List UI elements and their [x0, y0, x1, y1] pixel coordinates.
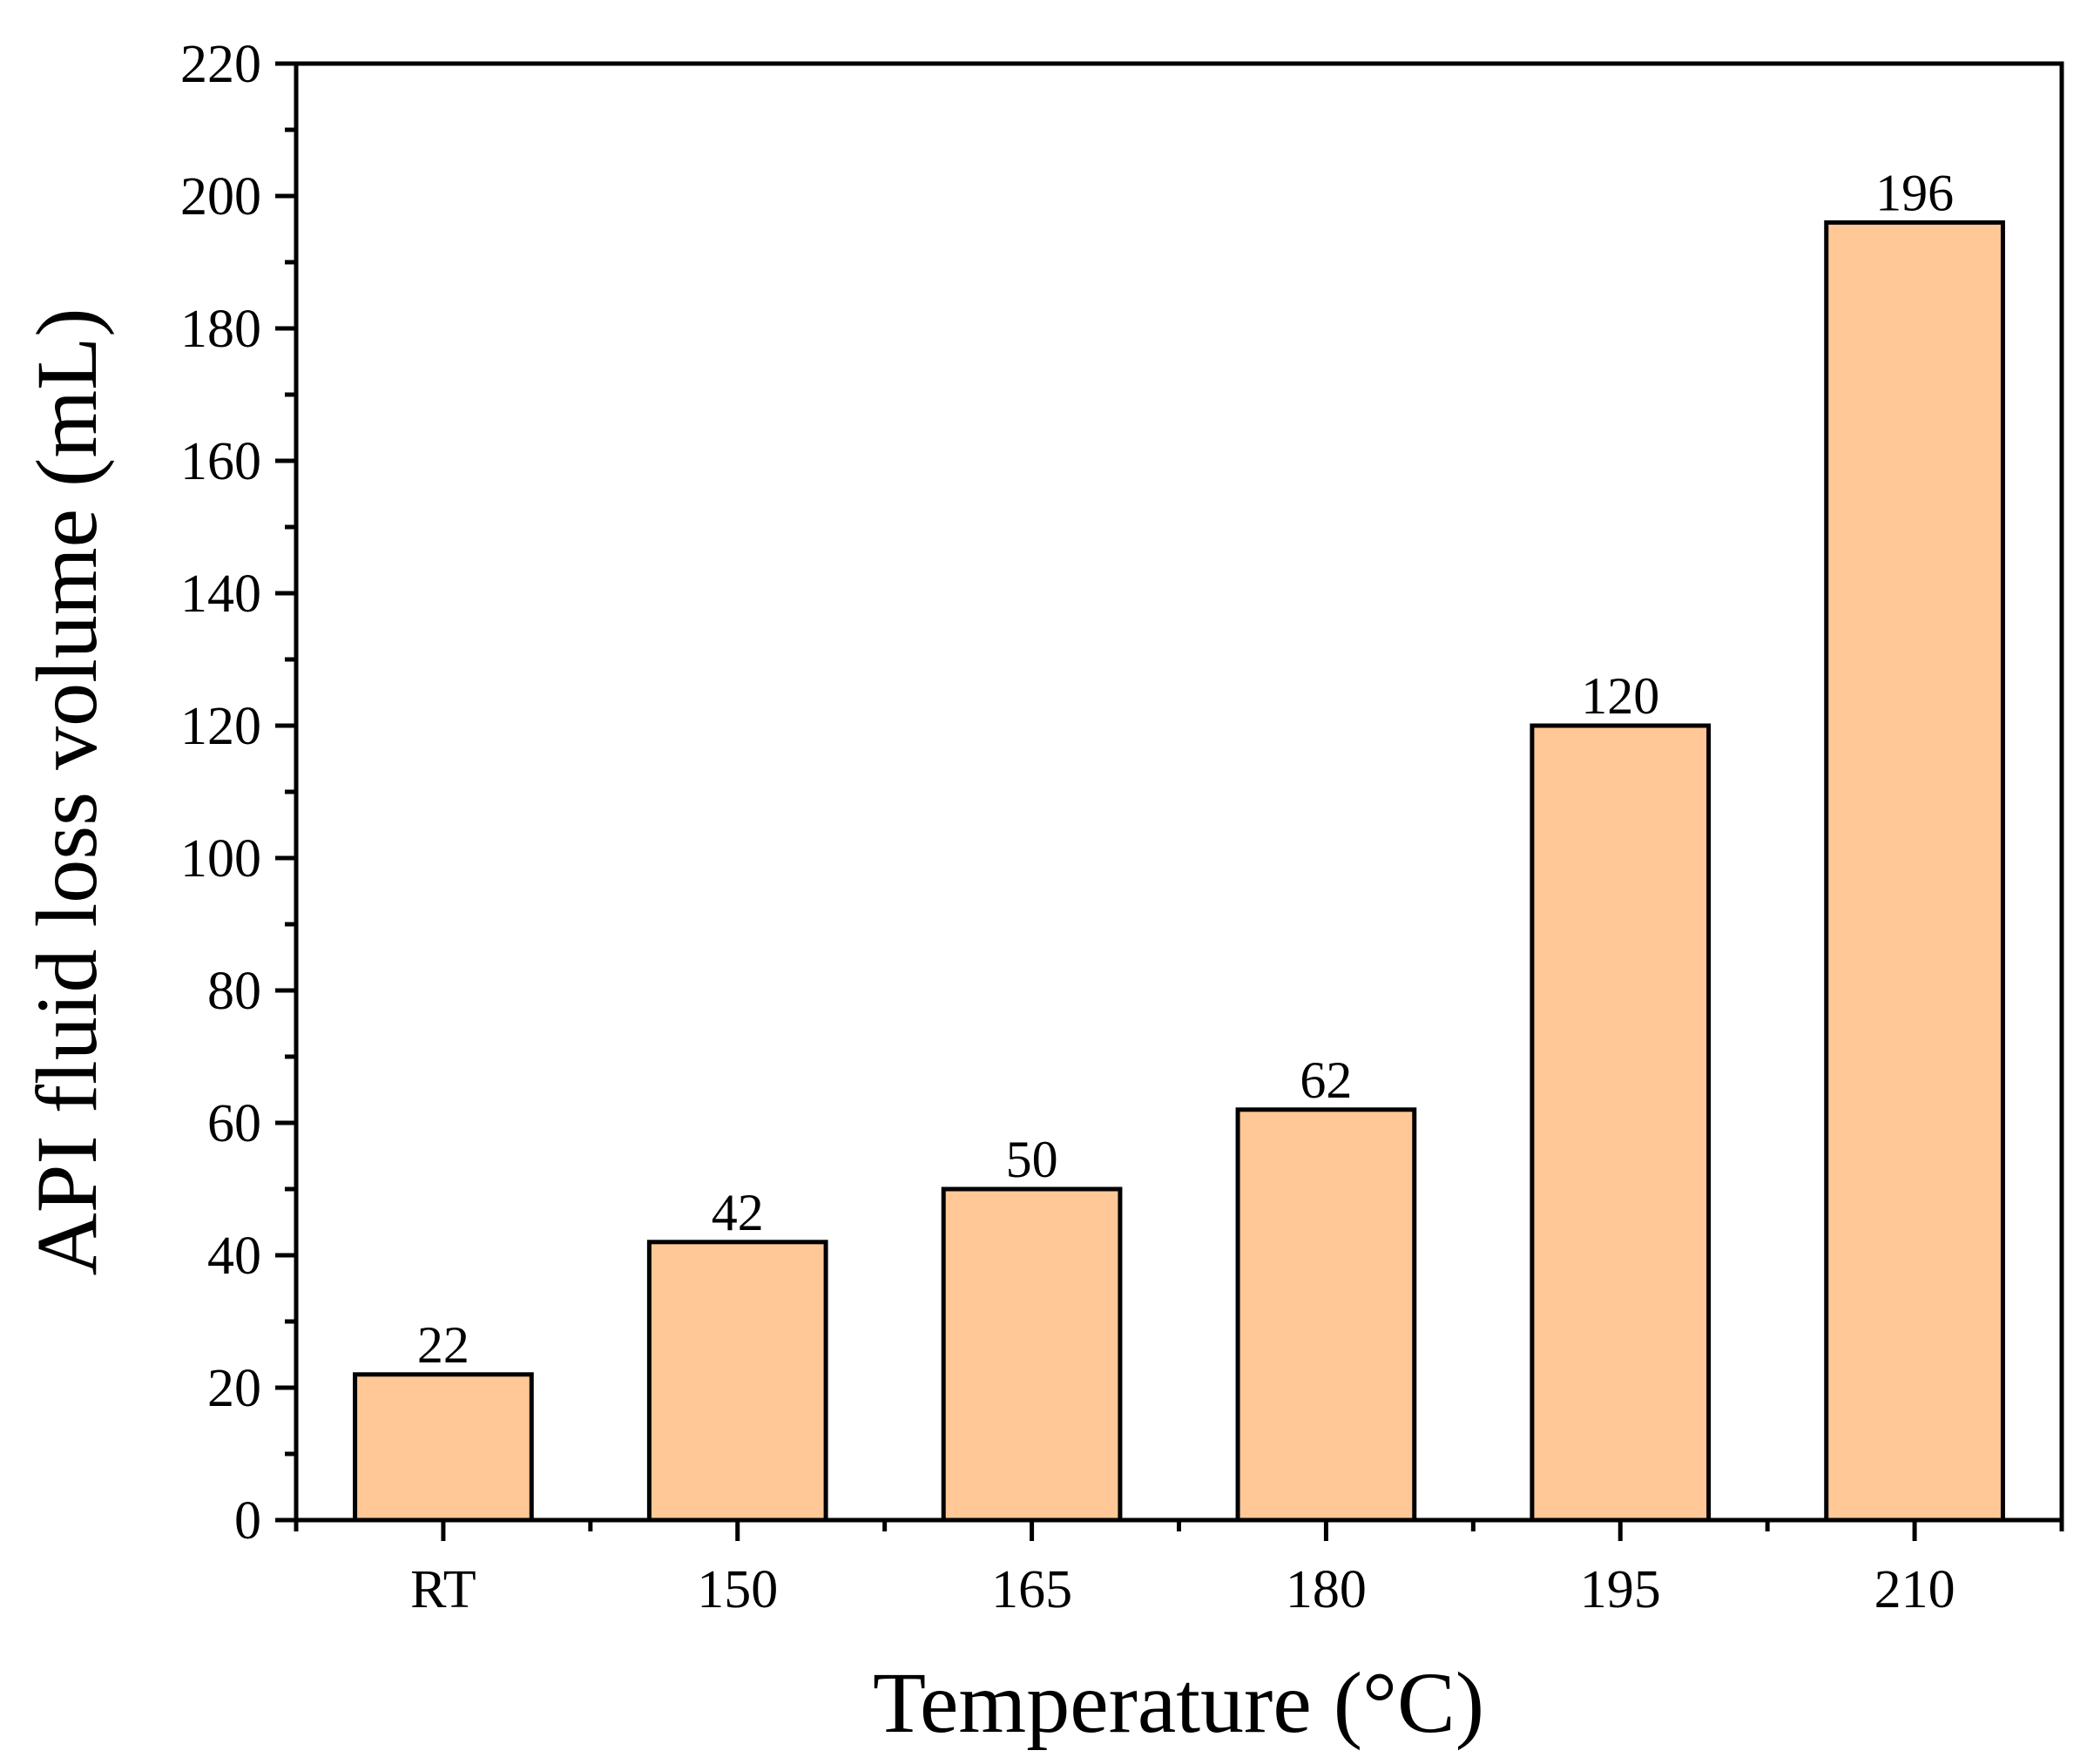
x-tick-label-210: 210	[1874, 1560, 1955, 1619]
x-tick-label-195: 195	[1580, 1560, 1661, 1619]
y-tick-label: 200	[180, 167, 261, 226]
y-tick-label: 60	[207, 1094, 261, 1153]
y-tick-label: 0	[234, 1491, 261, 1551]
x-axis-title: Temperature (°C)	[873, 1654, 1484, 1751]
data-label-RT: 22	[417, 1316, 469, 1374]
bar-195	[1530, 723, 1712, 1523]
x-tick-label-165: 165	[991, 1560, 1072, 1619]
bar-165	[941, 1186, 1123, 1523]
x-tick-label-180: 180	[1286, 1560, 1367, 1619]
y-tick-label: 160	[180, 432, 261, 491]
y-tick-label: 20	[207, 1359, 261, 1418]
y-tick-label: 40	[207, 1227, 261, 1286]
y-tick-label: 120	[180, 697, 261, 756]
data-label-210: 196	[1875, 164, 1954, 221]
data-label-150: 42	[712, 1184, 764, 1241]
plot-frame	[294, 61, 2064, 1523]
data-label-180: 62	[1300, 1051, 1352, 1109]
x-axis: RT 150 165 180 195 210	[294, 1520, 2064, 1619]
y-tick-label: 80	[207, 962, 261, 1021]
bars-layer	[353, 220, 2005, 1523]
y-axis: 0 20 40 60 80 100 120 140 160 180 200 220	[180, 35, 296, 1551]
bar-210	[1824, 220, 2005, 1523]
x-tick-label-150: 150	[697, 1560, 778, 1619]
data-label-165: 50	[1006, 1131, 1058, 1188]
data-labels-layer: 22 42 50 62 120 196	[417, 164, 1954, 1373]
y-axis-title: API fluid loss volume (mL)	[18, 308, 115, 1275]
y-tick-label: 180	[180, 300, 261, 359]
bar-RT	[353, 1372, 534, 1523]
bar-150	[646, 1240, 828, 1523]
y-tick-label: 100	[180, 829, 261, 889]
data-label-195: 120	[1581, 667, 1659, 725]
x-tick-label-RT: RT	[410, 1560, 476, 1619]
bar-180	[1235, 1107, 1417, 1523]
y-tick-label: 220	[180, 35, 261, 94]
y-tick-label: 140	[180, 564, 261, 624]
